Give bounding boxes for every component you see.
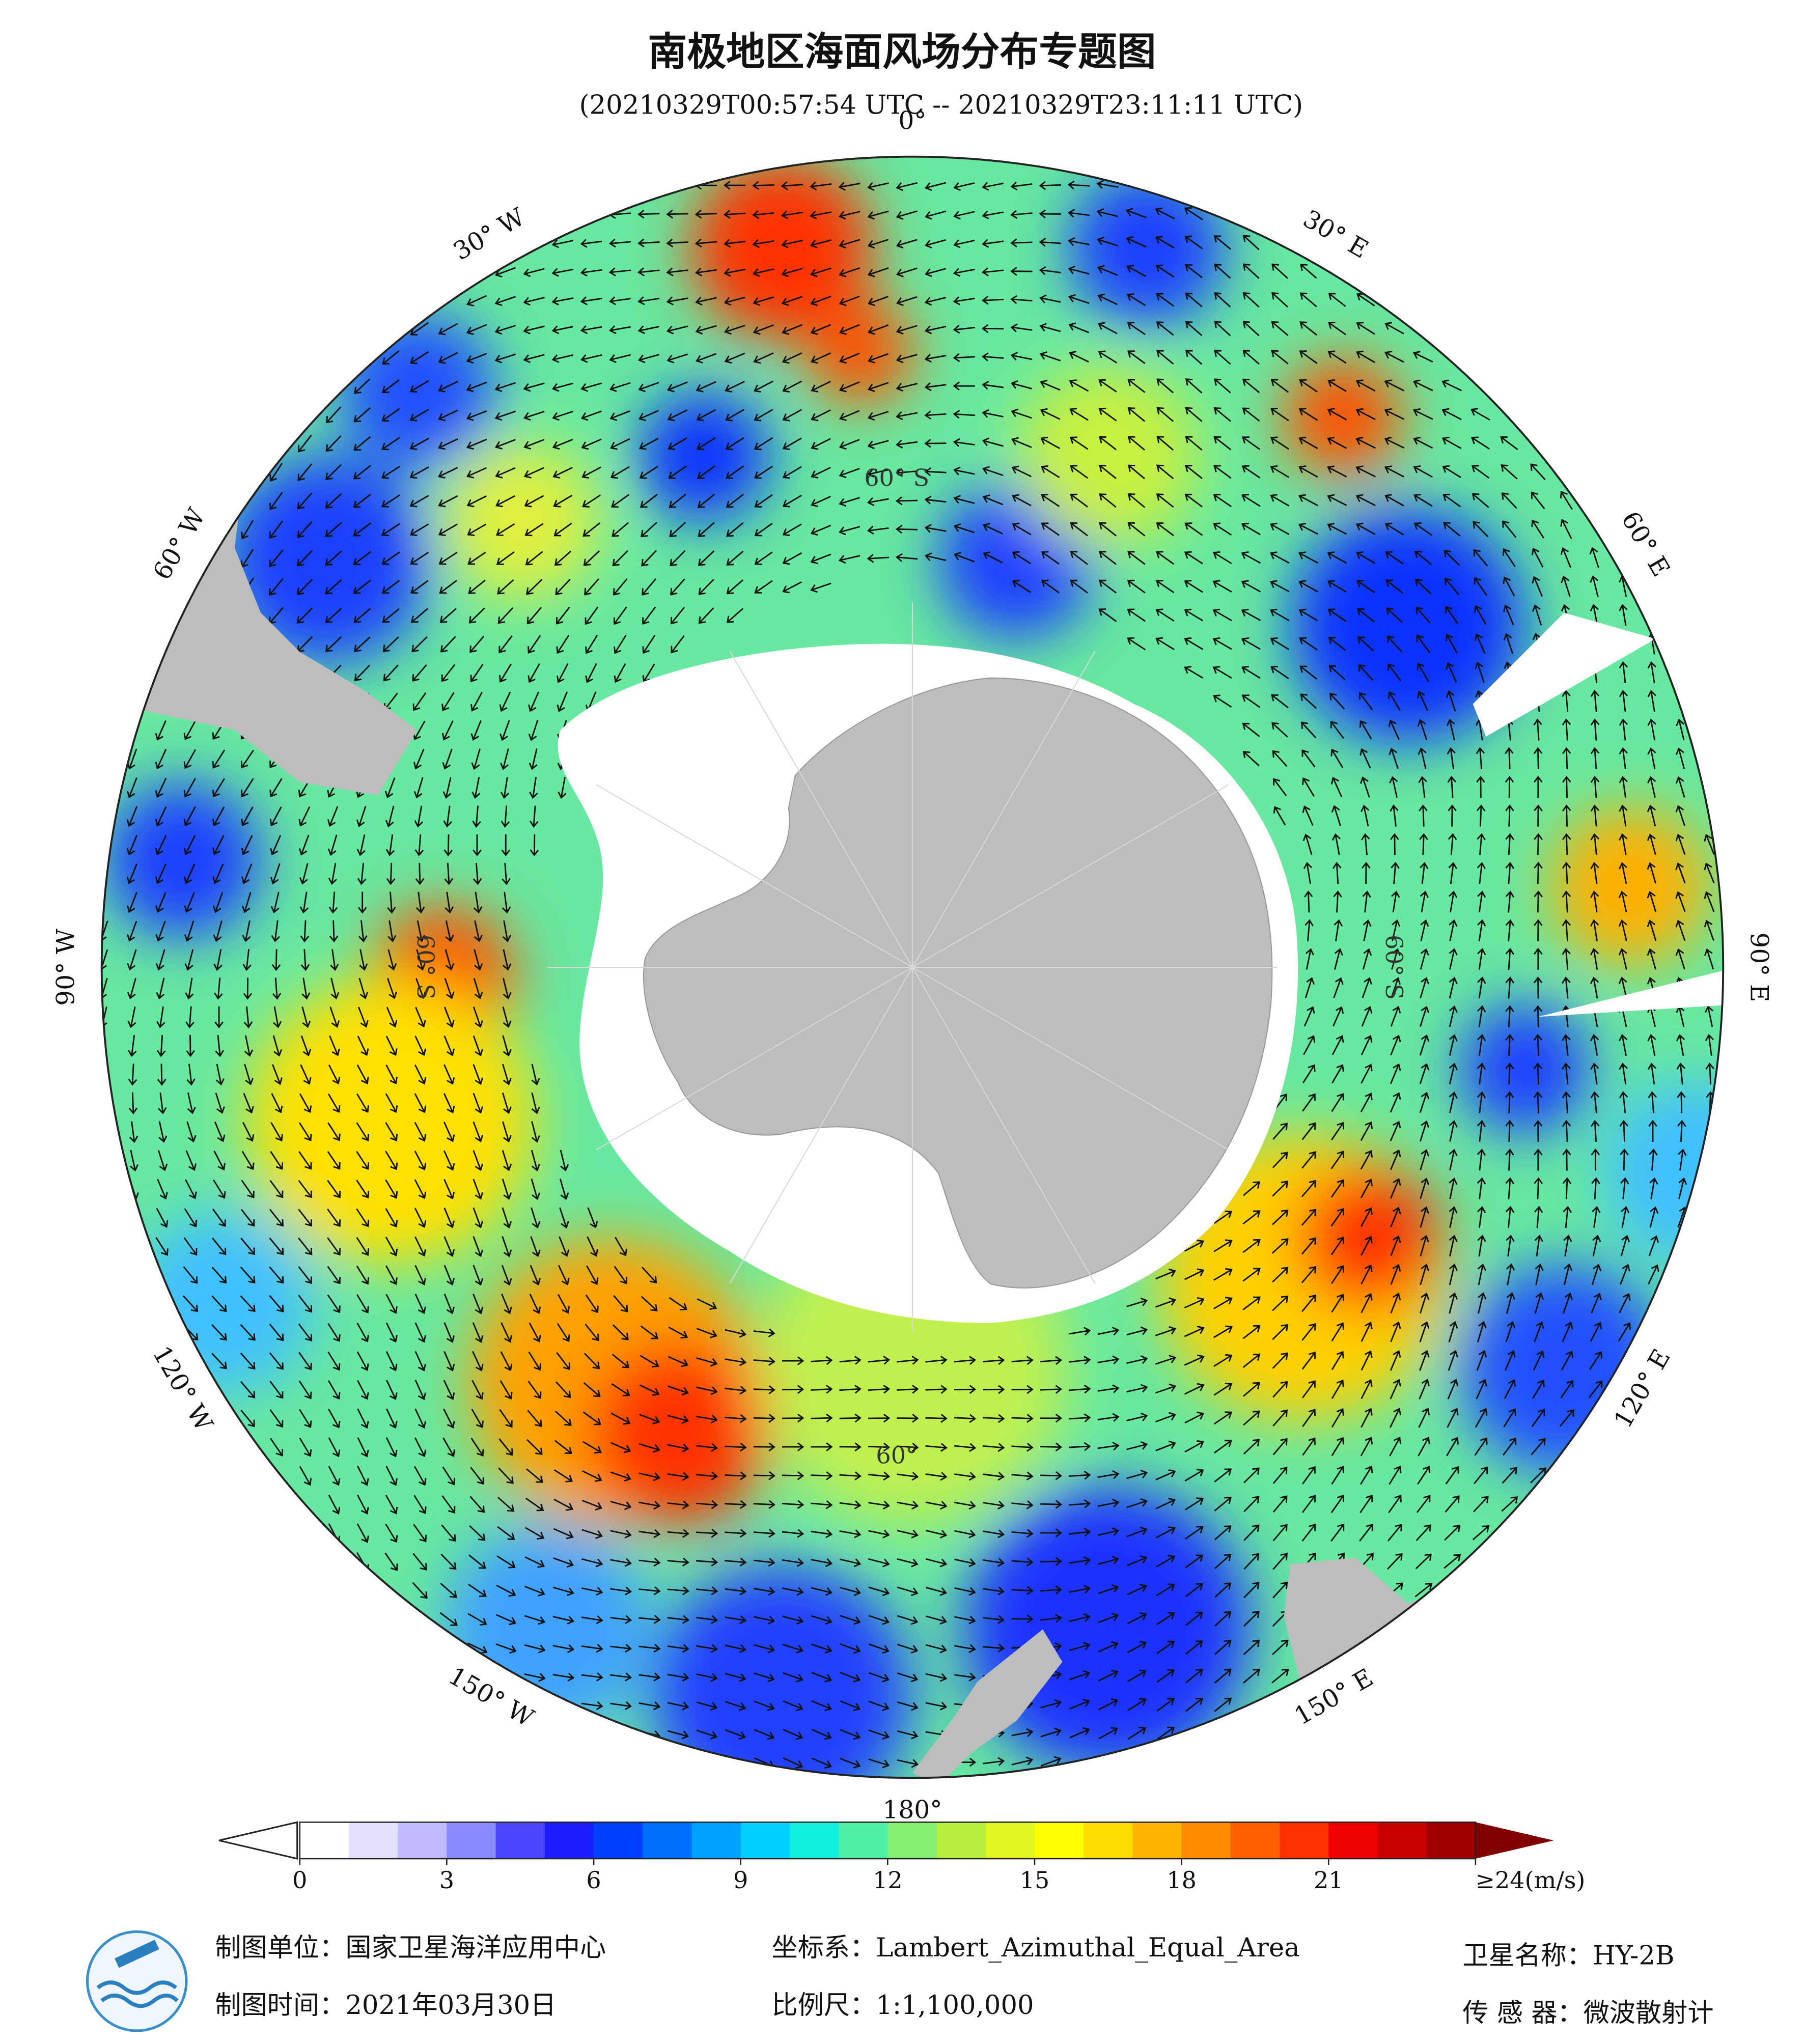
colorbar-segment bbox=[398, 1822, 448, 1859]
sensor: 传 感 器：微波散射计 bbox=[1462, 1998, 1713, 2028]
logo-satellite bbox=[115, 1940, 159, 1968]
data-gap bbox=[1538, 964, 1724, 1017]
speed-patch bbox=[690, 156, 874, 340]
meridian bbox=[596, 967, 913, 1151]
latitude-label: 60° S bbox=[864, 464, 929, 492]
latitude-labels: 60° S 60° S 60° S 60° bbox=[412, 464, 1408, 1469]
logo bbox=[86, 1930, 188, 2032]
meridian bbox=[912, 784, 1229, 968]
longitude-label: 30° W bbox=[449, 203, 530, 266]
colorbar-segment bbox=[299, 1822, 350, 1859]
colorbar-segment bbox=[936, 1822, 987, 1859]
colorbar-tick-label: 9 bbox=[733, 1866, 748, 1894]
colorbar-segment bbox=[740, 1822, 791, 1859]
longitude-label: 0° bbox=[898, 107, 926, 135]
colorbar-segment bbox=[1230, 1822, 1281, 1859]
speed-patch bbox=[964, 1486, 1252, 1773]
data-gap bbox=[1473, 612, 1656, 737]
meridian bbox=[596, 784, 913, 968]
speed-patch bbox=[1016, 365, 1200, 548]
meridian bbox=[912, 967, 1096, 1284]
latitude-label: 60° S bbox=[1380, 935, 1408, 1000]
speed-patch bbox=[247, 977, 535, 1265]
longitude-label: 90° W bbox=[52, 929, 80, 1006]
colorbar-segment bbox=[839, 1822, 889, 1859]
colorbar-tick-label: 6 bbox=[586, 1866, 601, 1894]
longitude-label: 60° E bbox=[1616, 507, 1675, 581]
colorbar-tick-label: ≥24(m/s) bbox=[1475, 1866, 1585, 1894]
colorbar-segment bbox=[349, 1822, 399, 1859]
colorbar-segment bbox=[1132, 1822, 1182, 1859]
colorbar-segment bbox=[789, 1822, 840, 1859]
colorbar-segment bbox=[1034, 1822, 1085, 1859]
colorbar-tick-label: 21 bbox=[1314, 1866, 1344, 1894]
meridian bbox=[729, 651, 913, 968]
speed-patch bbox=[1460, 1003, 1591, 1134]
colorbar-tick-label: 12 bbox=[873, 1866, 903, 1894]
speed-patch bbox=[1603, 1082, 1724, 1265]
speed-patch bbox=[586, 1342, 769, 1525]
map-boundary bbox=[100, 155, 1725, 1779]
colorbar-segment bbox=[1181, 1822, 1232, 1859]
speed-patch bbox=[443, 443, 600, 600]
logo-waves bbox=[96, 1980, 179, 2008]
colorbar-tick-label: 3 bbox=[439, 1866, 454, 1894]
colorbar-segment bbox=[887, 1822, 937, 1859]
graticule bbox=[547, 602, 1278, 1332]
speed-patch bbox=[1551, 808, 1708, 965]
colorbar-segment bbox=[1426, 1822, 1477, 1859]
colorbar-tick-label: 15 bbox=[1020, 1866, 1050, 1894]
projection: 坐标系：Lambert_Azimuthal_Equal_Area bbox=[772, 1933, 1300, 1963]
speed-patch bbox=[1290, 508, 1525, 743]
colorbar-segment bbox=[1280, 1822, 1329, 1859]
colorbar: 0 3 6 9 12 15 18 21 ≥24(m/s) bbox=[218, 1821, 1585, 1894]
meridian bbox=[912, 967, 1229, 1151]
colorbar-segment bbox=[643, 1822, 692, 1859]
title: 南极地区海面风场分布专题图 bbox=[648, 29, 1156, 75]
map-date: 制图时间：2021年03月30日 bbox=[215, 1990, 556, 2021]
latitude-label: 60° S bbox=[412, 935, 439, 1000]
colorbar-segment bbox=[594, 1822, 644, 1859]
speed-patch bbox=[639, 391, 769, 522]
colorbar-segment bbox=[985, 1822, 1036, 1859]
wind-arrows bbox=[101, 180, 1715, 1769]
producer: 制图单位：国家卫星海洋应用中心 bbox=[215, 1933, 606, 1963]
longitude-label: 60° W bbox=[148, 503, 211, 584]
colorbar-tick-label: 18 bbox=[1167, 1866, 1197, 1894]
new-zealand bbox=[912, 1629, 1063, 1778]
colorbar-segment bbox=[544, 1822, 595, 1859]
colorbar-segment bbox=[691, 1822, 741, 1859]
longitude-label: 180° bbox=[882, 1796, 942, 1824]
meridian bbox=[729, 967, 913, 1284]
speed-patch bbox=[651, 1564, 912, 1778]
colorbar-segment bbox=[1328, 1822, 1378, 1859]
colorbar-segment bbox=[495, 1822, 546, 1859]
colorbar-segment bbox=[1084, 1822, 1133, 1859]
longitude-label: 30° E bbox=[1298, 205, 1373, 264]
longitude-label: 90° E bbox=[1744, 932, 1773, 1002]
meridian bbox=[912, 651, 1096, 968]
logo-ring bbox=[86, 1930, 188, 2032]
map-scale: 比例尺：1:1,100,000 bbox=[772, 1990, 1034, 2021]
satellite: 卫星名称：HY-2B bbox=[1462, 1941, 1674, 1971]
colorbar-segment bbox=[1377, 1822, 1427, 1859]
subtitle: (20210329T00:57:54 UTC -- 20210329T23:11… bbox=[579, 90, 1303, 120]
latitude-label: 60° bbox=[876, 1442, 918, 1469]
colorbar-segment bbox=[447, 1822, 496, 1859]
speed-patch bbox=[104, 782, 261, 939]
antarctica bbox=[643, 677, 1273, 1289]
wind-field bbox=[101, 156, 1724, 1778]
colorbar-over bbox=[1475, 1822, 1554, 1859]
colorbar-under bbox=[218, 1821, 298, 1860]
colorbar-tick-label: 0 bbox=[292, 1866, 307, 1894]
